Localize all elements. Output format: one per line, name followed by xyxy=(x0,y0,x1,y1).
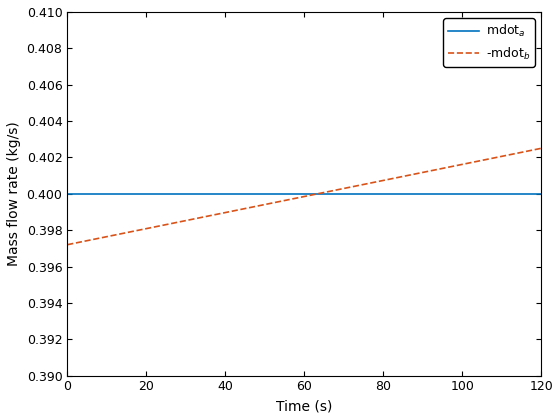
-mdot$_b$ xyxy=(538,146,544,151)
mdot$_a$ xyxy=(442,191,449,196)
mdot$_a$ xyxy=(433,191,440,196)
mdot$_a$ xyxy=(255,191,262,196)
-mdot$_b$ xyxy=(389,176,396,181)
mdot$_a$ xyxy=(64,191,71,196)
Y-axis label: Mass flow rate (kg/s): Mass flow rate (kg/s) xyxy=(7,121,21,266)
-mdot$_b$ xyxy=(442,165,449,171)
Line: -mdot$_b$: -mdot$_b$ xyxy=(67,148,541,245)
mdot$_a$ xyxy=(538,191,544,196)
-mdot$_b$ xyxy=(112,232,119,237)
-mdot$_b$ xyxy=(255,203,262,208)
-mdot$_b$ xyxy=(433,167,440,172)
mdot$_a$ xyxy=(273,191,279,196)
mdot$_a$ xyxy=(112,191,119,196)
mdot$_a$ xyxy=(389,191,396,196)
-mdot$_b$ xyxy=(64,242,71,247)
Legend: mdot$_a$, -mdot$_b$: mdot$_a$, -mdot$_b$ xyxy=(444,18,535,67)
X-axis label: Time (s): Time (s) xyxy=(276,399,333,413)
-mdot$_b$ xyxy=(273,200,279,205)
